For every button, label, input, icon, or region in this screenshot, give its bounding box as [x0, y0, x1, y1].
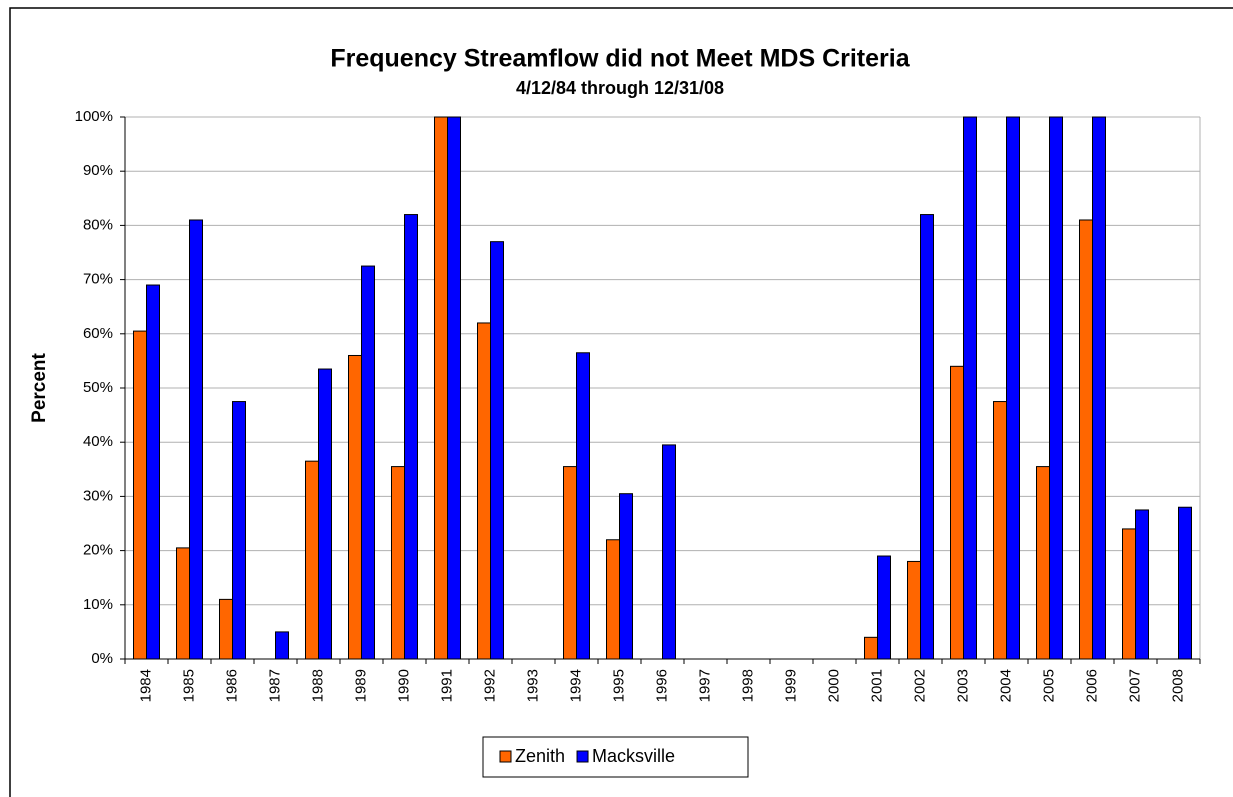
y-tick-label: 100% — [75, 108, 113, 125]
bar — [219, 598, 233, 660]
bar — [1079, 219, 1093, 660]
bar — [1006, 116, 1020, 660]
y-tick-label: 60% — [83, 325, 113, 342]
bar — [391, 466, 405, 660]
legend-swatch — [499, 750, 512, 763]
bar — [662, 444, 676, 660]
bar — [232, 401, 246, 660]
x-tick-label: 2005 — [1040, 669, 1057, 702]
bar — [619, 493, 633, 660]
legend — [482, 736, 749, 778]
x-tick-label: 1988 — [309, 669, 326, 702]
legend-label: Macksville — [592, 746, 675, 766]
x-tick-label: 1993 — [524, 669, 541, 702]
bar — [275, 631, 289, 660]
bar — [950, 365, 964, 660]
x-tick-label: 1991 — [438, 669, 455, 702]
bar — [404, 214, 418, 660]
legend-swatch — [576, 750, 589, 763]
bar — [576, 352, 590, 660]
bar — [864, 636, 878, 660]
x-tick-label: 1996 — [653, 669, 670, 702]
x-tick-label: 1997 — [696, 669, 713, 702]
y-tick-label: 70% — [83, 271, 113, 288]
bar — [305, 460, 319, 660]
bar — [477, 322, 491, 660]
x-tick-label: 1992 — [481, 669, 498, 702]
x-tick-label: 1995 — [610, 669, 627, 702]
x-tick-label: 1985 — [180, 669, 197, 702]
bar — [563, 466, 577, 660]
bar — [176, 547, 190, 660]
bar — [1036, 466, 1050, 660]
x-tick-label: 1984 — [137, 669, 154, 702]
x-tick-label: 1999 — [782, 669, 799, 702]
x-tick-label: 2004 — [997, 669, 1014, 702]
y-tick-label: 50% — [83, 379, 113, 396]
bar — [133, 330, 147, 660]
bar — [606, 539, 620, 660]
bar — [1135, 509, 1149, 660]
bar — [1122, 528, 1136, 660]
chart-title: Frequency Streamflow did not Meet MDS Cr… — [330, 45, 910, 73]
x-tick-label: 1987 — [266, 669, 283, 702]
bar — [434, 116, 448, 660]
x-tick-label: 2007 — [1126, 669, 1143, 702]
bar — [146, 284, 160, 660]
x-tick-label: 2006 — [1083, 669, 1100, 702]
bar — [490, 241, 504, 660]
chart-frame — [9, 7, 1233, 797]
bar — [877, 555, 891, 660]
x-tick-label: 2002 — [911, 669, 928, 702]
x-tick-label: 1994 — [567, 669, 584, 702]
bar — [920, 214, 934, 660]
x-tick-label: 1986 — [223, 669, 240, 702]
x-tick-label: 1989 — [352, 669, 369, 702]
y-tick-label: 10% — [83, 596, 113, 613]
bar — [993, 401, 1007, 660]
y-tick-label: 30% — [83, 487, 113, 504]
bar — [1178, 506, 1192, 660]
y-tick-label: 40% — [83, 433, 113, 450]
x-tick-label: 1990 — [395, 669, 412, 702]
legend-label: Zenith — [515, 746, 565, 766]
bar — [963, 116, 977, 660]
y-axis-label: Percent — [29, 352, 50, 422]
bar — [361, 265, 375, 660]
x-tick-label: 2008 — [1169, 669, 1186, 702]
bar — [1049, 116, 1063, 660]
bar — [318, 368, 332, 660]
bar — [1092, 116, 1106, 660]
bar — [907, 560, 921, 660]
bar — [447, 116, 461, 660]
y-tick-label: 0% — [91, 650, 113, 667]
y-tick-label: 80% — [83, 216, 113, 233]
bar — [348, 354, 362, 660]
y-tick-label: 90% — [83, 162, 113, 179]
x-tick-label: 2000 — [825, 669, 842, 702]
x-tick-label: 1998 — [739, 669, 756, 702]
x-tick-label: 2001 — [868, 669, 885, 702]
y-tick-label: 20% — [83, 542, 113, 559]
x-tick-label: 2003 — [954, 669, 971, 702]
bar — [189, 219, 203, 660]
chart-subtitle: 4/12/84 through 12/31/08 — [516, 78, 724, 98]
